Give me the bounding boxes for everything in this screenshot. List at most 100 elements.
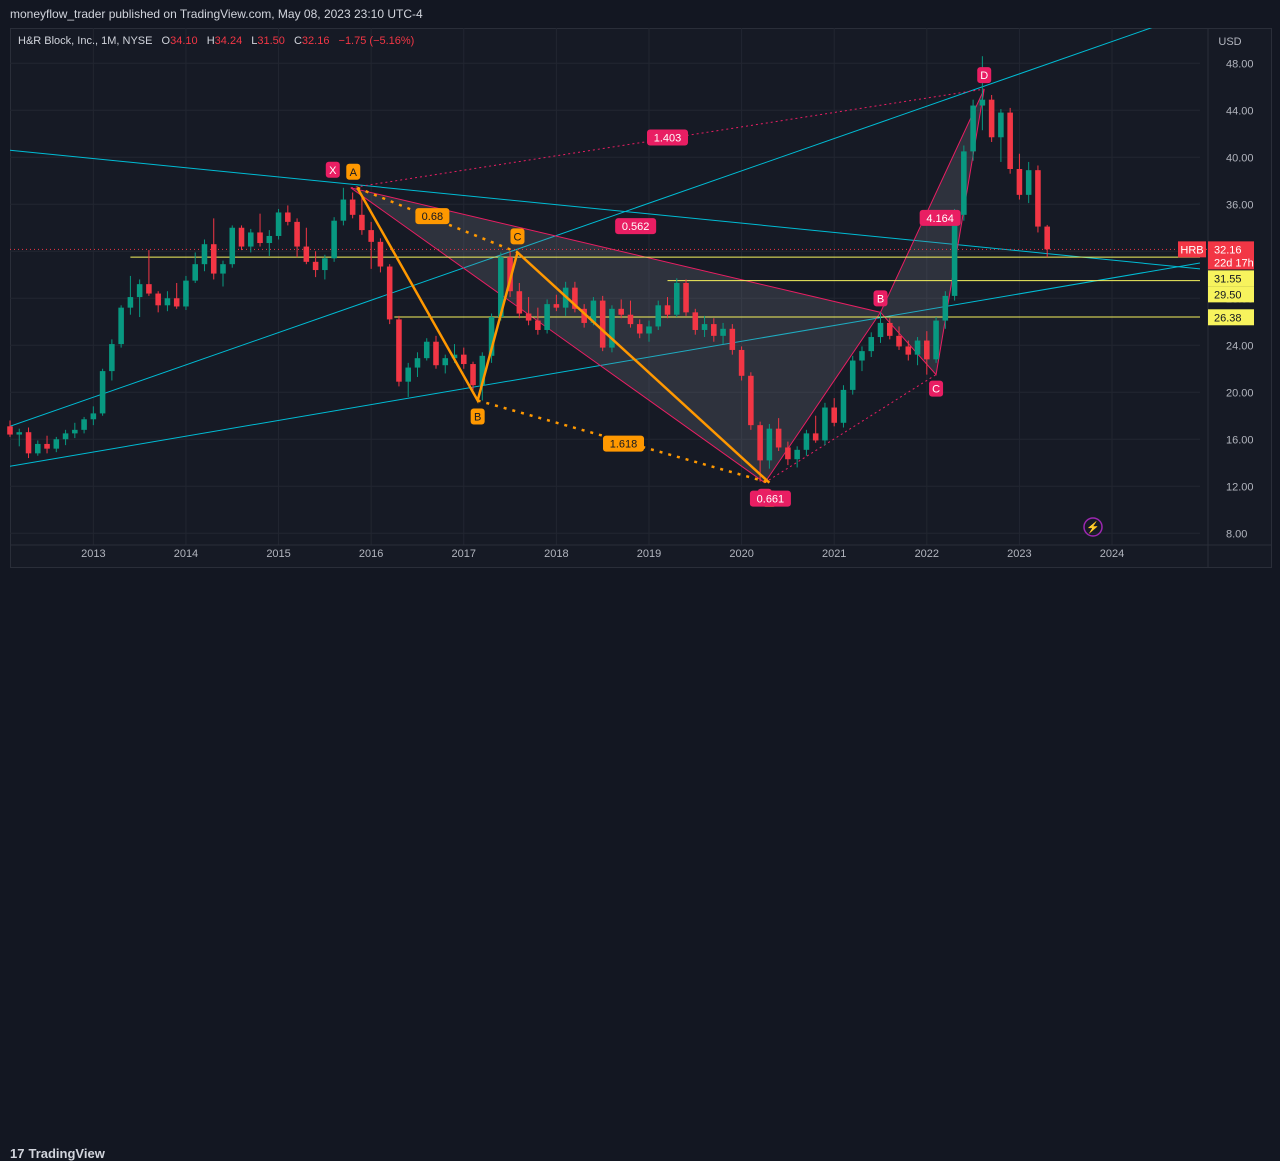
level-price-bg bbox=[1208, 270, 1254, 287]
trendline bbox=[10, 262, 1200, 467]
x-tick-label: 2019 bbox=[637, 548, 661, 560]
candle-body bbox=[822, 407, 828, 441]
candle-body bbox=[248, 232, 254, 247]
abcd-point-c-bg bbox=[510, 228, 525, 245]
y-tick-label: 12.00 bbox=[1226, 481, 1254, 493]
x-tick-label: 2021 bbox=[822, 548, 846, 560]
candle-body bbox=[886, 322, 893, 336]
abcd-point-b-bg bbox=[470, 408, 485, 425]
ratio-xb: 0.562 bbox=[622, 221, 650, 233]
xabcd-point-c: C bbox=[932, 384, 940, 396]
symbol-tag: HRB bbox=[1180, 244, 1203, 256]
candle-body bbox=[118, 307, 124, 345]
high-value: 34.24 bbox=[214, 35, 243, 47]
candle-body bbox=[609, 308, 615, 348]
abcd-pattern-line bbox=[356, 187, 771, 484]
candle-body bbox=[766, 428, 773, 461]
candle-body bbox=[62, 433, 69, 440]
candle-body bbox=[294, 221, 300, 247]
candle-body bbox=[729, 328, 736, 350]
candle-body bbox=[868, 337, 875, 352]
candle-body bbox=[285, 212, 291, 222]
candle-body bbox=[877, 322, 884, 338]
trendline bbox=[10, 149, 1200, 270]
x-tick-label: 2017 bbox=[452, 548, 476, 560]
candle-body bbox=[72, 429, 78, 434]
ratio-bd: 4.164 bbox=[926, 213, 954, 225]
tradingview-brand: TradingView bbox=[28, 1146, 105, 1161]
candle-body bbox=[396, 319, 402, 382]
candle-body bbox=[25, 432, 32, 454]
candle-body bbox=[146, 284, 152, 294]
x-tick-label: 2020 bbox=[729, 548, 753, 560]
candle-body bbox=[53, 439, 60, 449]
candle-body bbox=[498, 257, 504, 318]
tradingview-logo[interactable]: 17 TradingView bbox=[10, 1146, 105, 1161]
candle-body bbox=[738, 349, 745, 376]
candle-body bbox=[646, 326, 652, 334]
candle-body bbox=[386, 266, 393, 320]
ratio-xb-bg bbox=[615, 218, 657, 235]
candle-body bbox=[201, 244, 208, 265]
candle-body bbox=[275, 212, 282, 236]
low-label: L bbox=[251, 35, 258, 47]
low-value: 31.50 bbox=[257, 35, 285, 47]
candle-body bbox=[627, 314, 634, 325]
candle-body bbox=[516, 291, 523, 314]
xabcd-triangle-bcd bbox=[879, 88, 985, 376]
candle-body bbox=[220, 264, 226, 274]
candle-body bbox=[525, 313, 532, 321]
lightning-icon: ⚡ bbox=[1086, 521, 1100, 534]
candle-body bbox=[590, 300, 597, 323]
candle-body bbox=[136, 284, 143, 298]
xabcd-point-x-bg bbox=[325, 161, 340, 178]
change-value: −1.75 (−5.16%) bbox=[338, 35, 415, 47]
ratio-abcd-ac: 0.68 bbox=[422, 211, 443, 223]
candle-body bbox=[812, 433, 819, 441]
publisher-caption: moneyflow_trader published on TradingVie… bbox=[10, 7, 423, 21]
candle-body bbox=[377, 241, 384, 267]
y-tick-label: 8.00 bbox=[1226, 528, 1247, 540]
abcd-point-a: A bbox=[350, 167, 358, 179]
level-price-label: 31.55 bbox=[1214, 273, 1242, 285]
candle-body bbox=[961, 151, 967, 215]
candle-body bbox=[988, 99, 995, 138]
candle-body bbox=[683, 282, 689, 313]
xabcd-point-x: X bbox=[329, 165, 337, 177]
last-price-bg bbox=[1208, 241, 1254, 270]
y-tick-label: 24.00 bbox=[1226, 340, 1254, 352]
candle-body bbox=[979, 99, 986, 106]
candle-body bbox=[90, 413, 97, 420]
ratio-abcd-bd: 1.618 bbox=[610, 439, 638, 451]
candle-body bbox=[99, 371, 106, 414]
candle-body bbox=[266, 235, 273, 244]
abcd-ac-dotted bbox=[356, 186, 518, 254]
candle-body bbox=[664, 305, 671, 315]
candle-body bbox=[340, 199, 347, 221]
candle-body bbox=[303, 246, 310, 262]
close-label: C bbox=[293, 35, 302, 47]
xabcd-point-d: D bbox=[980, 70, 988, 82]
candle-body bbox=[312, 261, 319, 271]
x-tick-label: 2013 bbox=[81, 548, 105, 560]
symbol-name[interactable]: H&R Block, Inc., 1M, NYSE bbox=[18, 35, 153, 47]
x-tick-label: 2018 bbox=[544, 548, 568, 560]
candle-body bbox=[581, 308, 587, 323]
xabcd-point-d-bg bbox=[977, 67, 992, 84]
bar-countdown: 22d 17h bbox=[1214, 257, 1254, 269]
candle-body bbox=[451, 354, 458, 359]
candle-body bbox=[692, 312, 699, 330]
candle-body bbox=[785, 447, 791, 460]
y-tick-label: 16.00 bbox=[1226, 434, 1254, 446]
candle-body bbox=[636, 324, 643, 334]
y-tick-label: 40.00 bbox=[1226, 152, 1254, 164]
candle-body bbox=[924, 340, 930, 360]
price-chart[interactable]: 48.0044.0040.0036.0032.0028.0024.0020.00… bbox=[0, 0, 1280, 603]
candle-body bbox=[673, 282, 680, 315]
candle-body bbox=[905, 346, 912, 355]
candle-body bbox=[164, 298, 171, 306]
candle-body bbox=[701, 324, 708, 330]
candle-body bbox=[35, 443, 41, 454]
candle-body bbox=[720, 328, 726, 336]
tradingview-logo-icon: 17 bbox=[10, 1146, 25, 1161]
